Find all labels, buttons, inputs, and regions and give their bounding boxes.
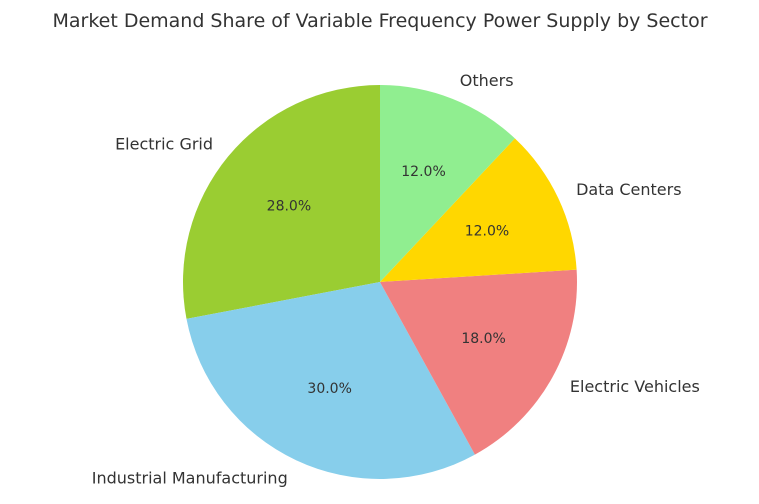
pct-electric-vehicles: 18.0% [461, 331, 505, 347]
pie-labels: Electric Grid 28.0% Industrial Manufacturi… [92, 71, 700, 488]
pct-data-centers: 12.0% [465, 224, 509, 240]
pct-electric-grid: 28.0% [267, 199, 311, 215]
label-electric-grid: Electric Grid [115, 134, 213, 153]
pct-industrial-manufacturing: 30.0% [307, 381, 351, 397]
label-others: Others [460, 71, 514, 90]
slice-others [380, 85, 515, 282]
slice-industrial-manufacturing [186, 282, 475, 479]
chart-title: Market Demand Share of Variable Frequenc… [52, 10, 707, 32]
label-industrial-manufacturing: Industrial Manufacturing [92, 469, 288, 488]
label-electric-vehicles: Electric Vehicles [570, 377, 700, 396]
label-data-centers: Data Centers [576, 180, 681, 199]
slice-electric-vehicles [380, 269, 577, 455]
pct-others: 12.0% [401, 164, 445, 180]
slice-data-centers [380, 138, 577, 282]
slice-electric-grid [182, 85, 380, 319]
pie-slices [182, 85, 577, 479]
